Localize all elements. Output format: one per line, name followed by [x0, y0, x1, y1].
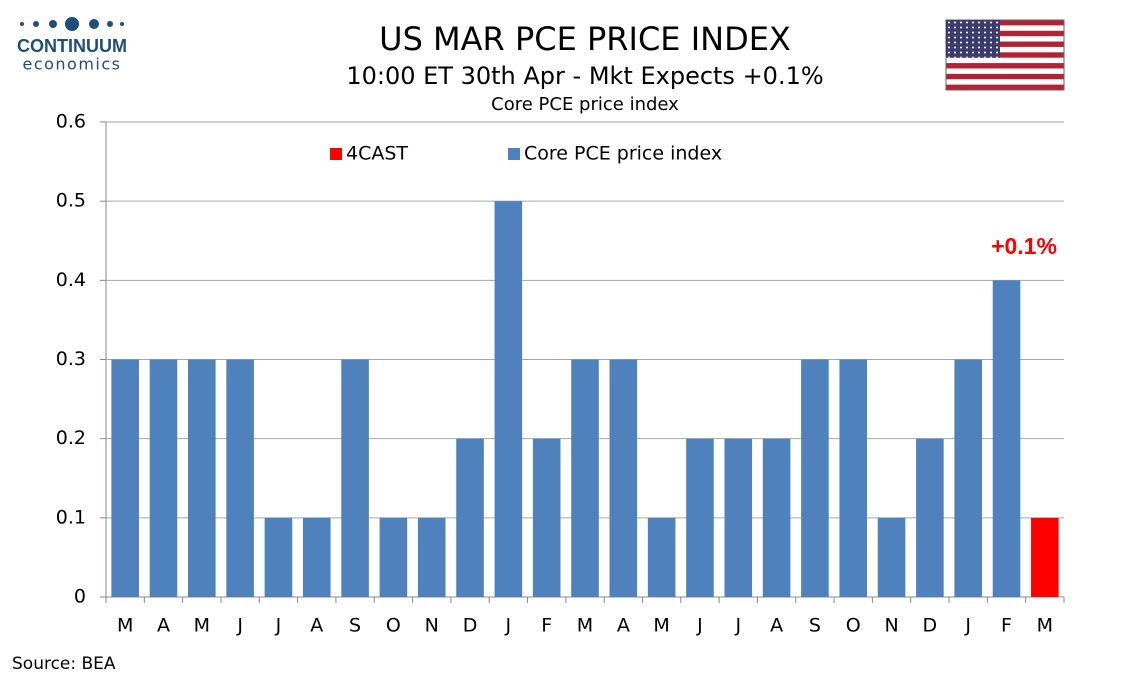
chart-title: Core PCE price index: [491, 94, 679, 115]
x-tick-label: M: [577, 615, 593, 637]
flag: [945, 19, 1065, 91]
bar: [111, 359, 139, 597]
y-tick-label: 0.3: [56, 348, 86, 370]
x-tick-label: N: [884, 615, 898, 637]
bar: [379, 517, 408, 597]
bar: [264, 517, 293, 597]
bar: [762, 438, 791, 597]
y-tick-label: 0.4: [56, 269, 86, 291]
y-tick-label: 0.6: [56, 111, 86, 133]
logo: CONTINUUM economics: [17, 17, 127, 74]
legend-swatch: [508, 148, 520, 160]
x-tick-label: N: [425, 615, 439, 637]
subtitle: 10:00 ET 30th Apr - Mkt Expects +0.1%: [346, 62, 823, 90]
x-tick-label: O: [386, 615, 401, 637]
legend-label: Core PCE price index: [524, 143, 722, 165]
x-tick-label: M: [117, 615, 133, 637]
bar: [1031, 517, 1059, 597]
x-tick-label: J: [696, 615, 703, 637]
x-tick-label: A: [310, 615, 323, 637]
bar: [456, 438, 484, 597]
y-tick-label: 0.5: [56, 190, 86, 212]
bar: [839, 359, 868, 597]
x-tick-label: F: [541, 615, 552, 637]
bar: [801, 359, 829, 597]
logo-name: CONTINUUM: [17, 36, 127, 56]
annotation: +0.1%: [991, 233, 1057, 259]
x-tick-label: F: [1001, 615, 1012, 637]
title: US MAR PCE PRICE INDEX: [379, 20, 791, 58]
x-tick-label: A: [617, 615, 630, 637]
x-tick-label: M: [1037, 615, 1053, 637]
bar: [571, 359, 599, 597]
x-tick-label: J: [236, 615, 243, 637]
bar: [916, 438, 944, 597]
bar: [417, 517, 446, 597]
bar: [532, 438, 561, 597]
bar: [149, 359, 178, 597]
x-tick-label: D: [463, 615, 478, 637]
y-tick-label: 0.1: [56, 506, 86, 528]
bar: [494, 201, 523, 597]
y-tick-label: 0.2: [56, 427, 86, 449]
bar: [226, 359, 254, 597]
logo-tagline: economics: [22, 55, 121, 74]
x-tick-label: J: [505, 615, 512, 637]
x-tick-label: J: [734, 615, 741, 637]
bar: [609, 359, 638, 597]
x-tick-label: S: [349, 615, 361, 637]
x-tick-label: D: [923, 615, 938, 637]
x-tick-label: S: [809, 615, 821, 637]
bar: [302, 517, 331, 597]
legend-swatch: [330, 148, 342, 160]
x-tick-label: J: [275, 615, 282, 637]
bar: [647, 517, 676, 597]
bar: [877, 517, 906, 597]
x-tick-label: M: [653, 615, 669, 637]
bar: [992, 280, 1021, 597]
source: Source: BEA: [12, 654, 116, 674]
bar: [341, 359, 369, 597]
bar: [686, 438, 714, 597]
x-tick-label: O: [846, 615, 861, 637]
x-tick-label: A: [157, 615, 170, 637]
bar: [188, 359, 216, 597]
x-tick-label: M: [194, 615, 210, 637]
bar: [724, 438, 753, 597]
bar: [954, 359, 982, 597]
x-tick-label: A: [770, 615, 783, 637]
y-tick-label: 0: [74, 586, 86, 608]
x-tick-label: J: [964, 615, 971, 637]
legend-label: 4CAST: [346, 143, 408, 165]
